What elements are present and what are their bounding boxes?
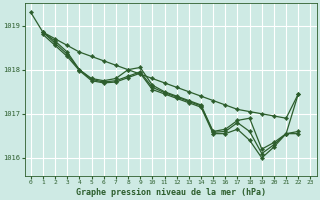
- X-axis label: Graphe pression niveau de la mer (hPa): Graphe pression niveau de la mer (hPa): [76, 188, 266, 197]
